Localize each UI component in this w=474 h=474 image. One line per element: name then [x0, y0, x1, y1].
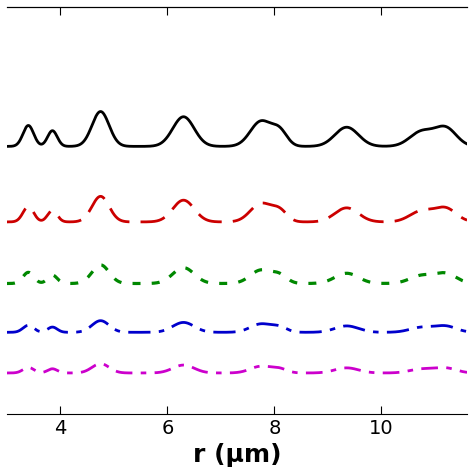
X-axis label: r (μm): r (μm) — [193, 443, 281, 467]
